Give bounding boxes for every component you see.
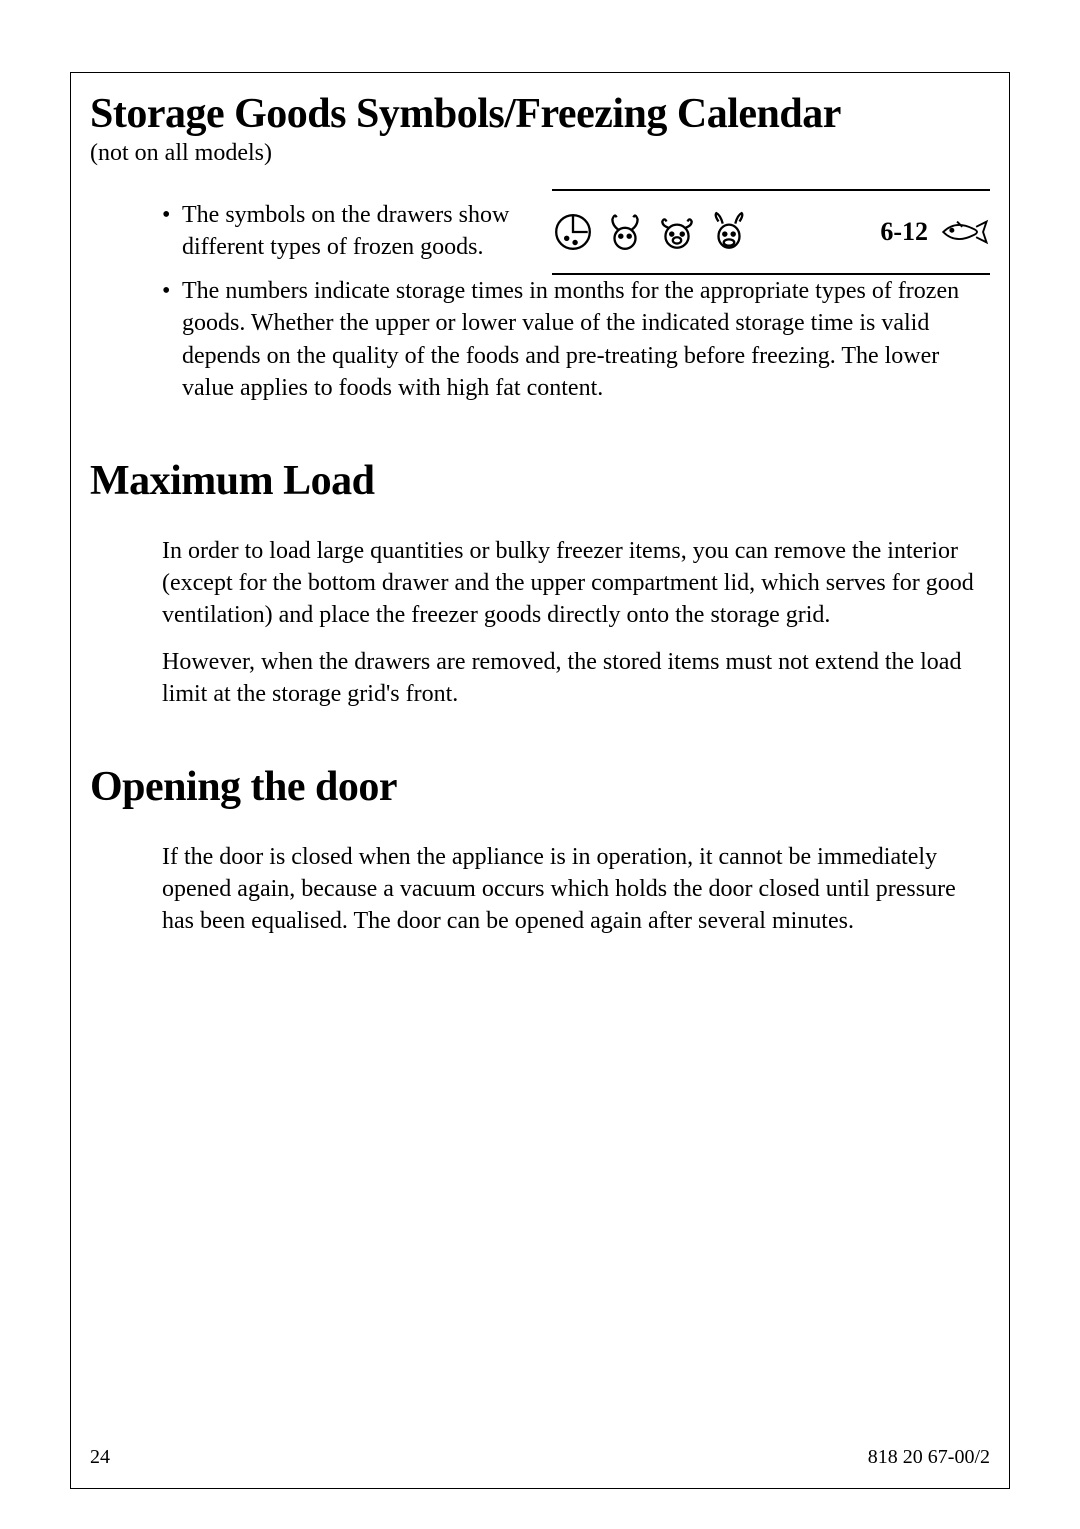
section2-body: In order to load large quantities or bul… [162, 535, 990, 711]
paragraph: If the door is closed when the appliance… [162, 841, 990, 938]
rabbit-icon [604, 211, 646, 253]
paragraph: However, when the drawers are removed, t… [162, 646, 990, 711]
paragraph: In order to load large quantities or bul… [162, 535, 990, 632]
page-number: 24 [90, 1446, 110, 1469]
figure-number: 6-12 [880, 217, 928, 247]
fish-icon [938, 211, 990, 253]
freezing-calendar-figure: 6-12 [552, 189, 990, 275]
heading-maximum-load: Maximum Load [90, 457, 990, 505]
section1-body: The symbols on the drawers show differen… [162, 199, 990, 405]
heading-opening-door: Opening the door [90, 763, 990, 811]
pig-icon [656, 211, 698, 253]
cow-icon [708, 211, 750, 253]
page-content: Storage Goods Symbols/Freezing Calendar … [90, 90, 990, 952]
heading-storage-symbols: Storage Goods Symbols/Freezing Calendar [90, 90, 990, 138]
subtitle-storage-symbols: (not on all models) [90, 140, 990, 167]
bullet-text: The symbols on the drawers show differen… [182, 202, 509, 260]
figure-strip: 6-12 [552, 189, 990, 275]
pie-icon [552, 211, 594, 253]
section3-body: If the door is closed when the appliance… [162, 841, 990, 938]
bullet-text: The numbers indicate storage times in mo… [182, 278, 959, 401]
bullet-item: The numbers indicate storage times in mo… [162, 275, 990, 405]
figure-icons-group [552, 211, 750, 253]
document-number: 818 20 67-00/2 [868, 1446, 990, 1469]
bullet-with-figure-row: The symbols on the drawers show differen… [162, 199, 990, 275]
bullet-item: The symbols on the drawers show differen… [162, 199, 532, 264]
figure-right-group: 6-12 [880, 211, 990, 253]
page-footer: 24 818 20 67-00/2 [90, 1446, 990, 1469]
